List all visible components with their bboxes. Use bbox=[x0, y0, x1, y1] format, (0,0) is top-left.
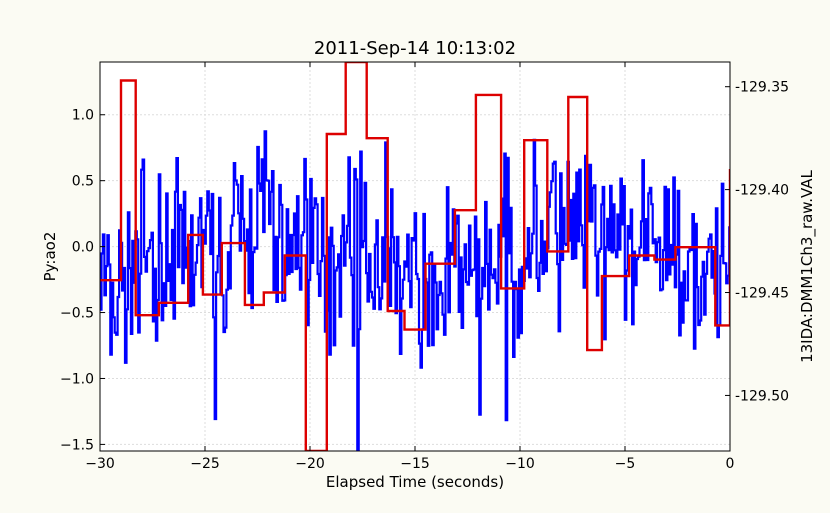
left-y-axis-label: Py:ao2 bbox=[41, 232, 59, 282]
series-line-right-axis bbox=[100, 62, 730, 451]
left-y-tick-label: −1.0 bbox=[60, 371, 94, 387]
right-y-tick-label: -129.40 bbox=[735, 183, 789, 199]
left-y-tick-label: −0.5 bbox=[60, 306, 94, 322]
left-y-tick-label: 0.0 bbox=[72, 240, 94, 256]
x-tick-label: −5 bbox=[615, 456, 636, 472]
x-tick-label: 0 bbox=[726, 456, 735, 472]
right-y-tick-label: -129.45 bbox=[735, 286, 789, 302]
x-tick-label: −15 bbox=[400, 456, 430, 472]
right-y-tick-label: -129.50 bbox=[735, 388, 789, 404]
x-tick-label: −25 bbox=[190, 456, 220, 472]
right-y-tick-label: -129.35 bbox=[735, 80, 789, 96]
chart-title: 2011-Sep-14 10:13:02 bbox=[314, 38, 516, 59]
left-y-tick-label: −1.5 bbox=[60, 437, 94, 453]
series-layer bbox=[100, 62, 730, 451]
ticks: −30 −25 −20 −15 −10 −5 0 −1.5 −1.0 −0.5 0.0 0.5 1.0 -… bbox=[60, 62, 789, 472]
series-line-left-axis bbox=[100, 130, 730, 451]
x-axis-label: Elapsed Time (seconds) bbox=[326, 473, 504, 491]
x-tick-label: −20 bbox=[295, 456, 325, 472]
left-y-tick-label: 0.5 bbox=[72, 174, 94, 190]
x-tick-label: −30 bbox=[85, 456, 115, 472]
x-tick-label: −10 bbox=[505, 456, 535, 472]
right-y-axis-label: 13IDA:DMM1Ch3_raw.VAL bbox=[798, 169, 817, 362]
left-y-tick-label: 1.0 bbox=[72, 108, 94, 124]
